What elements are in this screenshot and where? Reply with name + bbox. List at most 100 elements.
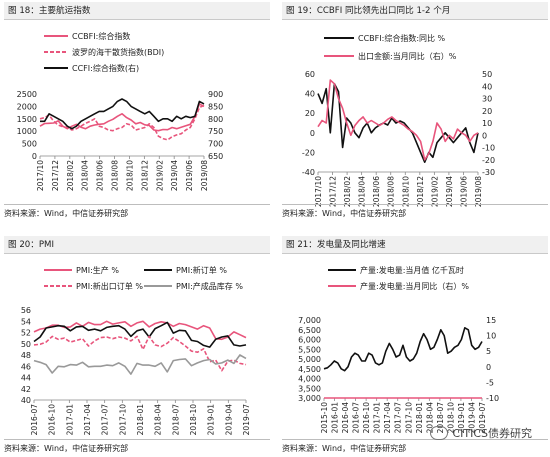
y-left-tick-label: 0: [32, 152, 37, 161]
y-left-tick-label: 52: [21, 329, 31, 338]
chart-ccbfi-export: CCBFI:综合指数:同比 % 出口金额:当月同比（右）% 60 40 20 0 -20 -4…: [302, 33, 495, 207]
y-left-tick-label: 1500: [17, 115, 37, 124]
y-left-tick-label: 42: [21, 385, 31, 394]
x-tick-label: 2018/10: [401, 176, 410, 207]
y-left-tick-label: 2000: [17, 102, 37, 111]
y-right-tick-label: -10: [482, 144, 495, 153]
x-tick-label: 2018/08: [111, 160, 120, 191]
x-tick-label: 2019/06: [185, 160, 194, 191]
y-left-tick-label: 60: [305, 70, 315, 79]
x-tick-label: 2018/02: [66, 160, 75, 191]
panel-title: 图 18：主要航运指数: [4, 2, 270, 20]
x-tick-label: 2019-07: [478, 402, 487, 434]
x-tick-label: 2019/04: [170, 160, 179, 191]
y-right-tick-label: 900: [208, 90, 223, 99]
chart-pmi: PMI:生产 % PMI:新订单 % PMI:新出口订单 % PMI:产成品库存 % 5…: [21, 265, 251, 436]
watermark-text: CITICS债券研究: [452, 427, 532, 440]
y-left-tick-label: 4,500: [298, 365, 321, 374]
y-left-tick-label: 1000: [17, 127, 37, 136]
x-tick-label: 2017-07: [101, 404, 110, 436]
y-left-tick-label: 50: [21, 340, 31, 349]
y-right-tick-label: -30: [482, 168, 495, 177]
y-left-tick-label: 6,500: [298, 326, 321, 335]
legend-label: 出口金额:当月同比（右）%: [358, 51, 457, 61]
source-note: 资料来源：Wind，中信证券研究部: [282, 204, 548, 219]
y-right-tick-label: 700: [208, 140, 223, 149]
x-tick-label: 2018/06: [96, 160, 105, 191]
y-right-tick-label: 850: [208, 102, 223, 111]
legend-label: CCBFI:综合指数:同比 %: [358, 33, 446, 43]
series-line: [317, 79, 479, 161]
x-tick-label: 2019-07: [242, 404, 251, 436]
x-tick-label: 2017/12: [329, 176, 338, 207]
x-tick-label: 2018/02: [343, 176, 352, 207]
y-right-tick-label: -5: [486, 378, 494, 387]
x-tick-label: 2017-07: [394, 402, 403, 434]
series-line: [39, 103, 205, 132]
x-tick-label: 2017-10: [404, 402, 413, 434]
x-tick-label: 2017/12: [51, 160, 60, 191]
x-tick-label: 2017-04: [83, 404, 92, 436]
x-tick-label: 2016-10: [362, 402, 371, 434]
x-tick-label: 2018-10: [446, 402, 455, 434]
y-right-tick-label: 15: [486, 316, 496, 325]
y-left-tick-label: 20: [305, 109, 315, 118]
x-tick-label: 2018/10: [125, 160, 134, 191]
y-right-tick-label: 0: [486, 363, 491, 372]
y-left-tick-label: 48: [21, 351, 31, 360]
y-left-tick-label: 46: [21, 362, 31, 371]
legend-label: PMI:生产 %: [76, 265, 119, 275]
y-right-tick-label: 10: [482, 119, 492, 128]
y-left-tick-label: 40: [21, 396, 31, 405]
legend-label: 波罗的海干散货指数(BDI): [72, 47, 164, 57]
x-tick-label: 2017-01: [373, 402, 382, 434]
series-line: [39, 104, 205, 141]
y-left-tick-label: -40: [302, 168, 315, 177]
y-right-tick-label: 750: [208, 127, 223, 136]
x-tick-label: 2016-07: [30, 404, 39, 436]
legend-label: 产量:发电量:当月值 亿千瓦时: [360, 265, 464, 275]
y-right-tick-label: 30: [482, 95, 492, 104]
x-tick-label: 2019/08: [474, 176, 483, 207]
x-tick-label: 2019/06: [459, 176, 468, 207]
y-left-tick-label: 54: [21, 317, 31, 326]
x-tick-label: 2018-10: [189, 404, 198, 436]
x-tick-label: 2018-04: [154, 404, 163, 436]
x-tick-label: 2019/02: [155, 160, 164, 191]
legend-label: PMI:新出口订单 %: [76, 281, 143, 291]
y-left-tick-label: 4,000: [298, 375, 321, 384]
x-tick-label: 2019-01: [207, 404, 216, 436]
x-tick-label: 2019-01: [457, 402, 466, 434]
x-tick-label: 2019/02: [430, 176, 439, 207]
y-left-tick-label: 56: [21, 306, 31, 315]
x-tick-label: 2019-04: [467, 402, 476, 434]
series-line: [33, 320, 247, 341]
legend-label: CCFI:综合指数(右): [72, 63, 139, 73]
panel-title: 图 19：CCBFI 同比领先出口同比 1-2 个月: [282, 2, 548, 20]
y-right-tick-label: -20: [482, 156, 495, 165]
x-tick-label: 2017/10: [36, 160, 45, 191]
x-tick-label: 2016-04: [341, 402, 350, 434]
source-note: 资料来源：Wind，中信证券研究部: [282, 439, 548, 454]
y-left-tick-label: 40: [305, 90, 315, 99]
y-right-tick-label: 40: [482, 82, 492, 91]
x-tick-label: 2019-04: [224, 404, 233, 436]
source-note: 资料来源：Wind，中信证券研究部: [4, 439, 270, 454]
x-tick-label: 2018-07: [436, 402, 445, 434]
x-tick-label: 2017-10: [118, 404, 127, 436]
y-right-tick-label: 10: [486, 332, 496, 341]
x-tick-label: 2018/06: [372, 176, 381, 207]
panel-title: 图 20：PMI: [4, 236, 270, 254]
series-line: [33, 321, 247, 348]
y-right-tick-label: 5: [486, 347, 491, 356]
y-left-tick-label: -20: [302, 148, 315, 157]
y-right-tick-label: 50: [482, 70, 492, 79]
wechat-logo-icon: [430, 426, 449, 440]
x-tick-label: 2018/12: [140, 160, 149, 191]
x-tick-label: 2018-01: [415, 402, 424, 434]
x-tick-label: 2018-07: [171, 404, 180, 436]
legend-label: PMI:产成品库存 %: [176, 281, 243, 291]
x-tick-label: 2018/04: [81, 160, 90, 191]
